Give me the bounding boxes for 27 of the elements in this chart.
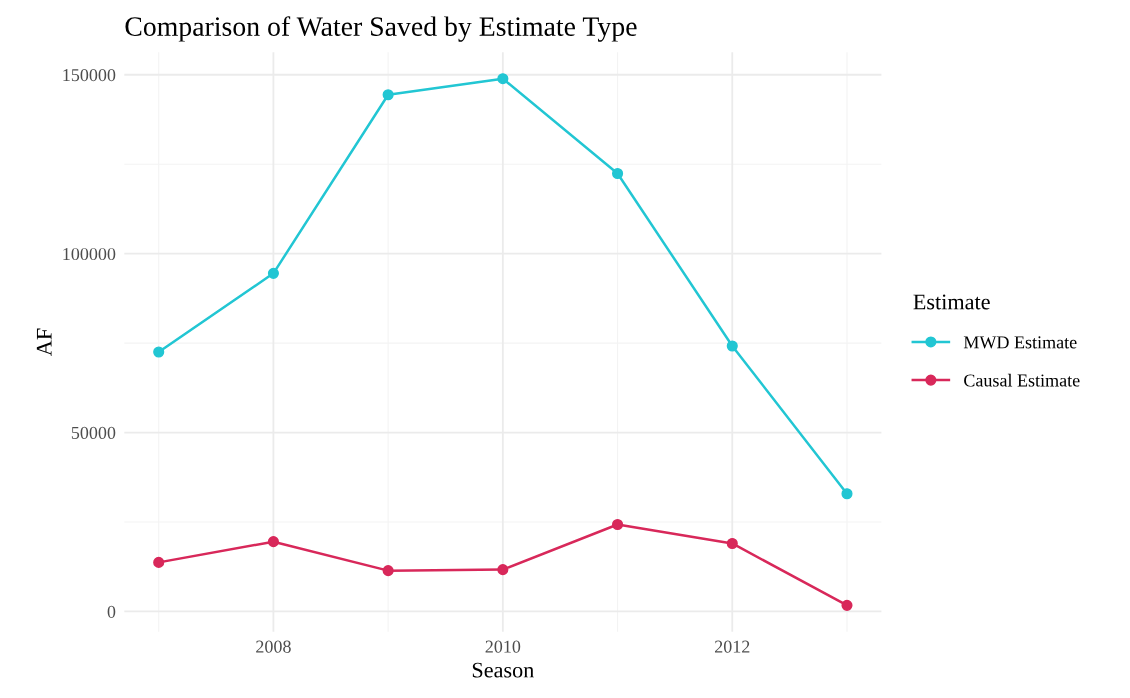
point <box>267 267 279 279</box>
legend-title: Estimate <box>913 294 990 310</box>
point <box>841 599 853 611</box>
point <box>497 564 509 576</box>
point <box>612 518 624 531</box>
y-tick-label: 100000 <box>63 247 116 261</box>
point <box>612 167 624 180</box>
point <box>382 89 394 101</box>
point <box>726 340 738 352</box>
y-tick-label: 0 <box>107 605 116 618</box>
y-tick-label: 150000 <box>63 69 116 82</box>
x-tick-label: 2010 <box>485 640 521 653</box>
y-tick-label: 50000 <box>71 426 116 439</box>
point <box>382 565 394 577</box>
point <box>841 488 853 500</box>
y-axis-title: AF <box>36 328 52 356</box>
point <box>153 556 165 568</box>
x-axis-title: Season <box>472 662 534 678</box>
point <box>497 73 509 85</box>
point <box>267 536 279 548</box>
point <box>726 537 738 550</box>
legend-label: Causal Estimate <box>964 373 1080 387</box>
legend-label: MWD Estimate <box>963 336 1077 349</box>
x-tick-label: 2008 <box>256 640 291 653</box>
chart-title: Comparison of Water Saved by Estimate Type <box>125 16 637 42</box>
x-tick-label: 2012 <box>715 640 750 653</box>
point <box>153 346 165 358</box>
